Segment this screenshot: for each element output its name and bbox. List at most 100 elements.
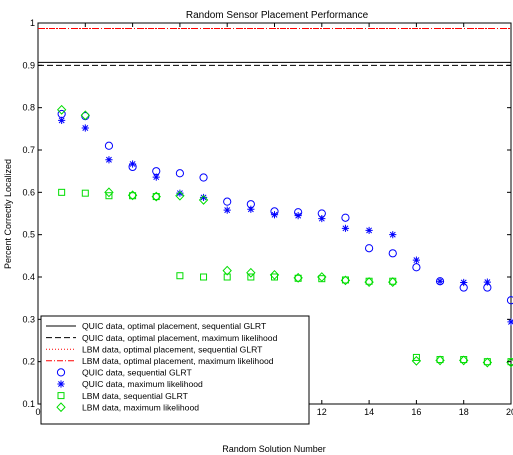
series-4-point-shape (104, 187, 114, 198)
series-4-point (364, 277, 374, 288)
series-2-point-shape (436, 277, 444, 285)
series-4-point-shape (151, 191, 161, 202)
series-2-point (247, 205, 255, 213)
series-4-point (222, 265, 232, 276)
x-tick-label: 16 (411, 407, 421, 417)
x-tick-label: 18 (459, 407, 469, 417)
series-4-point-shape (222, 265, 232, 276)
series-1-point-shape (175, 169, 184, 178)
series-1-point-shape (388, 249, 397, 258)
series-4-point-shape (80, 110, 90, 121)
series-4-point (293, 272, 303, 283)
legend: QUIC data, optimal placement, sequential… (40, 315, 310, 425)
series-3-point-shape (176, 272, 184, 280)
chart-title: Random Sensor Placement Performance (186, 10, 369, 21)
y-tick-label: 0.4 (22, 272, 35, 282)
legend-label: QUIC data, optimal placement, maximum li… (82, 333, 278, 343)
series-2-point-shape (389, 231, 397, 239)
series-2-point-shape (58, 116, 66, 124)
legend-entry: QUIC data, sequential GLRT (56, 368, 192, 378)
y-tick-label: 0.9 (22, 60, 35, 70)
series-2-point-shape (507, 318, 513, 326)
series-4-point-shape (269, 269, 280, 280)
series-4-point-shape (482, 357, 493, 368)
series-3-point (58, 188, 66, 196)
series-4-point-shape (435, 355, 445, 366)
series-2-point (460, 278, 468, 287)
series-4-point (317, 272, 327, 282)
series-3-point (271, 273, 278, 281)
series-2-point (507, 318, 513, 326)
series-4-point (198, 195, 209, 205)
y-tick-label: 0.5 (22, 230, 35, 240)
series-2-point-shape (199, 193, 208, 202)
legend-marker-swatch (56, 402, 66, 413)
legend-marker-swatch (57, 380, 65, 388)
series-1-point-shape (104, 141, 114, 150)
series-2-point-shape (270, 211, 279, 219)
series-3-point (105, 192, 113, 200)
legend-label: LBM data, optimal placement, maximum lik… (82, 356, 274, 366)
series-3-point-shape (412, 353, 420, 361)
series-4-point-shape (293, 272, 303, 283)
data-markers (56, 104, 513, 368)
legend-marker-swatch-shape (57, 392, 65, 400)
legend-label: QUIC data, sequential GLRT (82, 368, 192, 378)
series-2-point (152, 173, 160, 181)
legend-entry: LBM data, optimal placement, maximum lik… (46, 356, 274, 366)
series-2-point (199, 193, 208, 202)
series-3-point-shape (81, 189, 89, 197)
series-2-point-shape (129, 160, 137, 168)
legend-marker-swatch (57, 392, 65, 400)
y-tick-label: 0.3 (22, 314, 35, 324)
series-4-point-shape (246, 267, 256, 278)
series-4-point-shape (459, 355, 469, 366)
y-tick-label: 0.8 (22, 103, 35, 113)
series-4-point (459, 355, 469, 366)
legend-entry: LBM data, optimal placement, sequential … (46, 344, 263, 354)
series-4-point-shape (340, 275, 351, 286)
y-tick-label: 0.1 (22, 399, 35, 409)
series-1-point-shape (199, 173, 208, 182)
series-4-point (340, 275, 351, 286)
series-1-point (223, 197, 232, 206)
series-4-point-shape (56, 104, 67, 115)
series-4-point (80, 110, 90, 121)
series-1-point (388, 249, 397, 258)
series-2-point-shape (460, 278, 468, 287)
series-2-point-shape (105, 156, 113, 164)
series-4-point (506, 357, 513, 368)
series-2-point (341, 224, 350, 232)
series-3-point-shape (58, 188, 66, 196)
series-4-point (482, 357, 493, 368)
series-4-point-shape (364, 277, 374, 288)
y-tick-label: 1 (30, 18, 35, 28)
series-2-point (436, 277, 444, 285)
series-3-point (412, 353, 420, 361)
series-1-point (506, 296, 513, 305)
series-2-point (318, 214, 326, 223)
series-4-point (127, 190, 138, 201)
legend-marker-swatch (56, 368, 66, 377)
series-2-point-shape (412, 256, 420, 264)
series-2-point (81, 124, 89, 132)
series-2-point-shape (176, 189, 184, 197)
series-4-point (388, 277, 398, 288)
series-3-point-shape (271, 273, 278, 281)
legend-label: LBM data, maximum likelihood (82, 402, 199, 412)
legend-label: LBM data, optimal placement, sequential … (82, 344, 263, 354)
y-axis: 0.1 0.2 0.3 0.4 0.5 0.6 0.7 0.8 0.9 1 (22, 18, 511, 409)
series-3-point-shape (152, 193, 160, 201)
y-tick-label: 0.7 (22, 145, 35, 155)
series-2-point (412, 256, 420, 264)
series-2-point-shape (318, 214, 326, 223)
legend-marker-swatch-shape (56, 402, 66, 413)
x-tick-label: 20 (506, 407, 513, 417)
legend-marker-swatch-shape (56, 368, 66, 377)
series-3-point (247, 273, 255, 281)
series-3-point (152, 193, 160, 201)
series-4-point (151, 191, 161, 202)
series-4-point (56, 104, 67, 115)
series-3-point (223, 273, 231, 281)
series-3-point (176, 272, 184, 280)
